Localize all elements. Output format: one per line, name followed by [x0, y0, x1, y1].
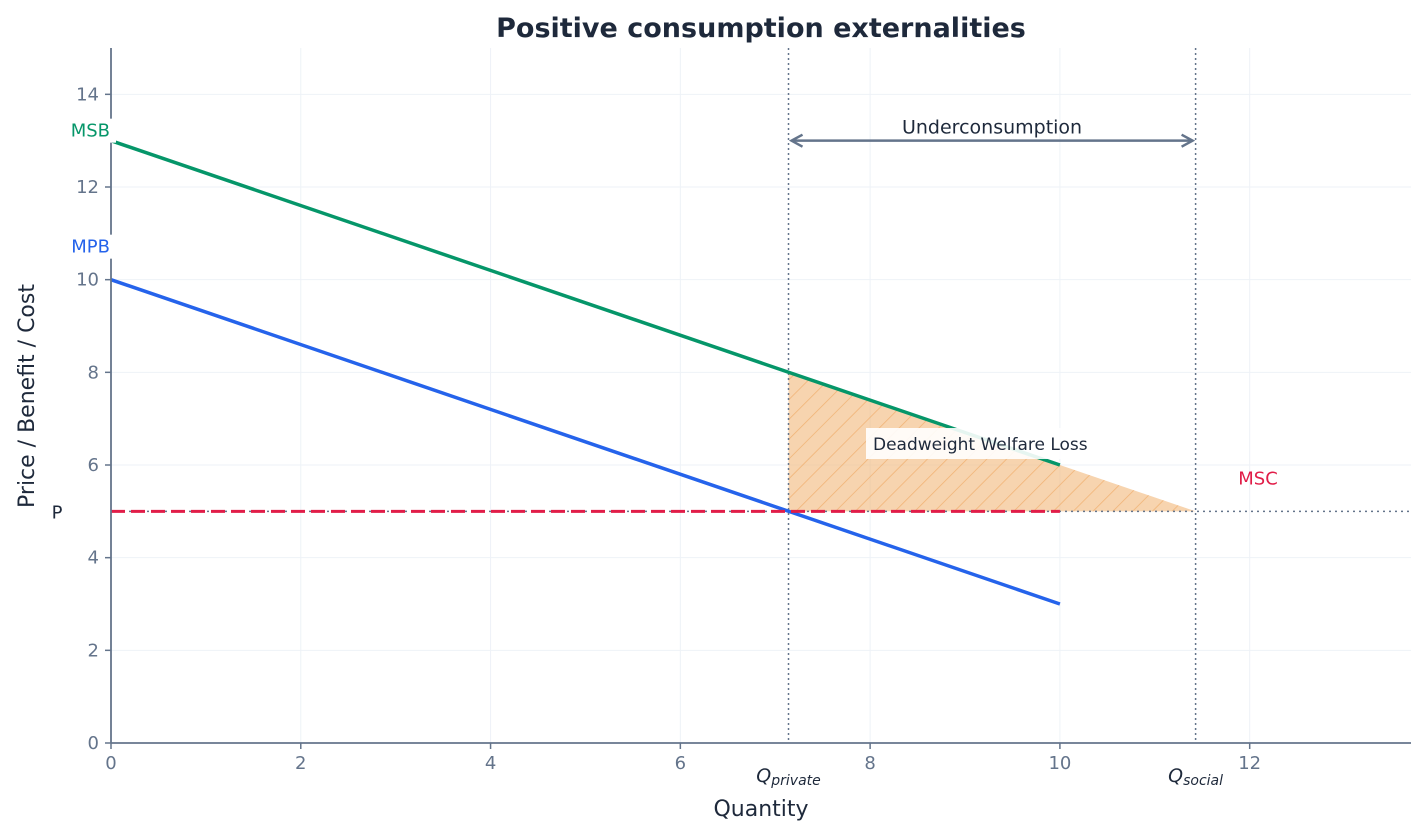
- y-tick-label: 8: [88, 362, 99, 383]
- y-tick-label: 14: [76, 84, 99, 105]
- arrow-head-right: [1181, 133, 1196, 148]
- arrow-head-left: [788, 133, 804, 148]
- msb-label: MSB: [71, 121, 110, 142]
- x-tick-label: 12: [1238, 753, 1261, 774]
- y-tick-label: 6: [88, 455, 99, 476]
- x-tick-label: 8: [864, 753, 875, 774]
- x-tick-label: 0: [105, 753, 116, 774]
- y-axis-label: Price / Benefit / Cost: [15, 284, 40, 508]
- underconsumption-label: Underconsumption: [902, 117, 1082, 139]
- grid: [111, 48, 1411, 743]
- x-tick-label: 6: [675, 753, 686, 774]
- x-tick-label: 4: [485, 753, 496, 774]
- q-social-label: Qsocial: [1168, 765, 1223, 789]
- q-private-label: Qprivate: [756, 765, 820, 789]
- y-tick-label: 0: [88, 733, 99, 754]
- y-tick-label: 12: [76, 177, 99, 198]
- x-tick-label: 10: [1048, 753, 1071, 774]
- msb-label-bg: [60, 118, 116, 143]
- series-line-msb: [110, 139, 1061, 467]
- x-axis-label: Quantity: [713, 797, 808, 822]
- msc-label: MSC: [1238, 468, 1278, 489]
- annotations: MSB MPB MSC P Deadweight Welfare Loss Underco…: [52, 117, 1278, 789]
- chart-title: Positive consumption externalities: [496, 13, 1026, 44]
- y-tick-label: 4: [88, 548, 99, 569]
- dwl-label: Deadweight Welfare Loss: [873, 435, 1088, 455]
- series-lines: [110, 48, 1411, 743]
- x-tick-label: 2: [295, 753, 306, 774]
- mpb-label-bg: [60, 234, 116, 259]
- y-tick-label: 10: [76, 270, 99, 291]
- price-label: P: [52, 502, 63, 523]
- y-tick-label: 2: [88, 640, 99, 661]
- mpb-label: MPB: [71, 237, 110, 258]
- axes: 0 2 4 6 8 10 12 0 2 4 6 8 10 12 14: [76, 48, 1411, 774]
- series-line-mpb: [110, 278, 1061, 606]
- dwl-label-bg: [866, 428, 1114, 459]
